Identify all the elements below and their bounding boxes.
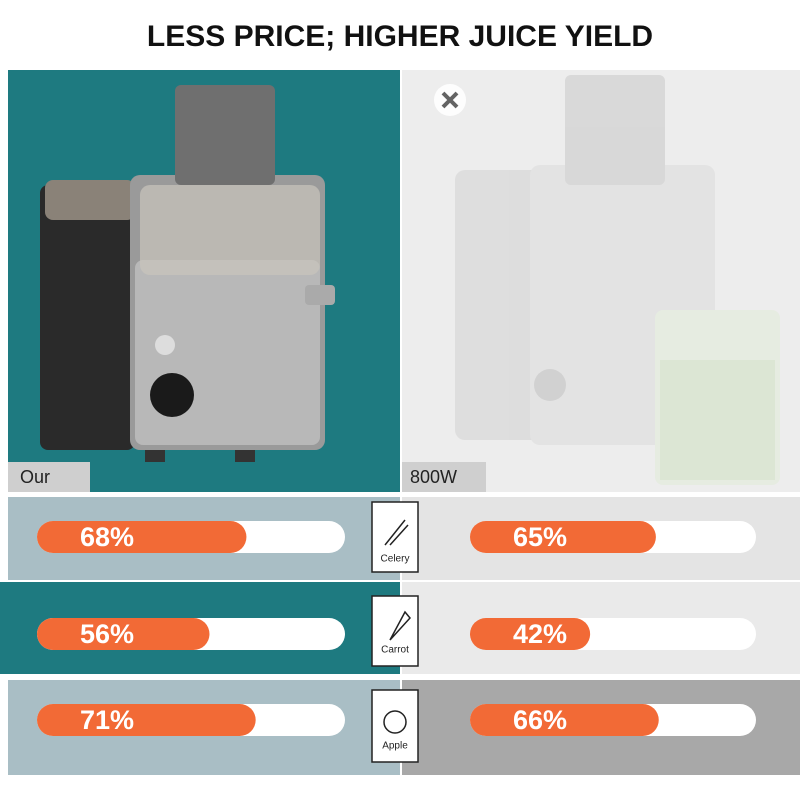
legend-box	[402, 462, 486, 492]
bar	[470, 704, 659, 736]
icons	[371, 501, 419, 763]
title: LESS PRICE; HIGHER JUICE YIELD	[147, 20, 653, 53]
category-label: Apple	[382, 741, 408, 752]
other-juicer-image	[434, 75, 780, 485]
value-label: 65%	[513, 522, 567, 552]
legend-box	[8, 462, 90, 492]
value-label: 66%	[513, 705, 567, 735]
bar	[37, 704, 256, 736]
value-label: 56%	[80, 619, 134, 649]
category-label: Celery	[381, 554, 410, 565]
bar	[470, 521, 656, 553]
legend-label: Our	[20, 467, 50, 487]
legend-label: 800W	[410, 467, 457, 487]
bar	[37, 521, 247, 553]
value-label: 68%	[80, 522, 134, 552]
our-juicer-image	[40, 85, 335, 462]
bar	[37, 618, 210, 650]
bar	[470, 618, 591, 650]
value-label: 42%	[513, 619, 567, 649]
value-label: 71%	[80, 705, 134, 735]
category-label: Carrot	[381, 645, 409, 656]
